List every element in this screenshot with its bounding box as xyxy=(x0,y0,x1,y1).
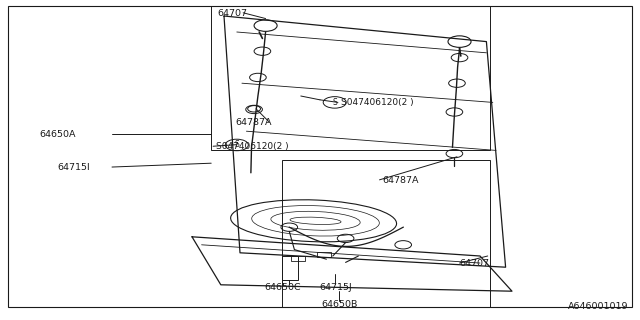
Text: 64715I: 64715I xyxy=(58,163,90,172)
Text: S047406120(2 ): S047406120(2 ) xyxy=(216,142,289,151)
Text: 64707: 64707 xyxy=(460,259,490,268)
Text: 64650B: 64650B xyxy=(321,300,357,309)
Text: 64650A: 64650A xyxy=(40,130,76,139)
Text: A646001019: A646001019 xyxy=(568,302,628,311)
Text: 64787A: 64787A xyxy=(383,176,419,185)
Text: S: S xyxy=(332,98,337,107)
Bar xyxy=(282,160,490,307)
Text: S047406120(2 ): S047406120(2 ) xyxy=(341,98,413,107)
Text: 64787A: 64787A xyxy=(236,118,272,127)
Bar xyxy=(291,256,305,261)
Text: 64715J: 64715J xyxy=(319,284,352,292)
Text: S: S xyxy=(234,140,239,149)
Text: 64650C: 64650C xyxy=(264,284,301,292)
Text: 64707: 64707 xyxy=(218,9,248,18)
Bar xyxy=(211,6,490,150)
Bar xyxy=(282,256,298,280)
Bar xyxy=(317,252,331,257)
